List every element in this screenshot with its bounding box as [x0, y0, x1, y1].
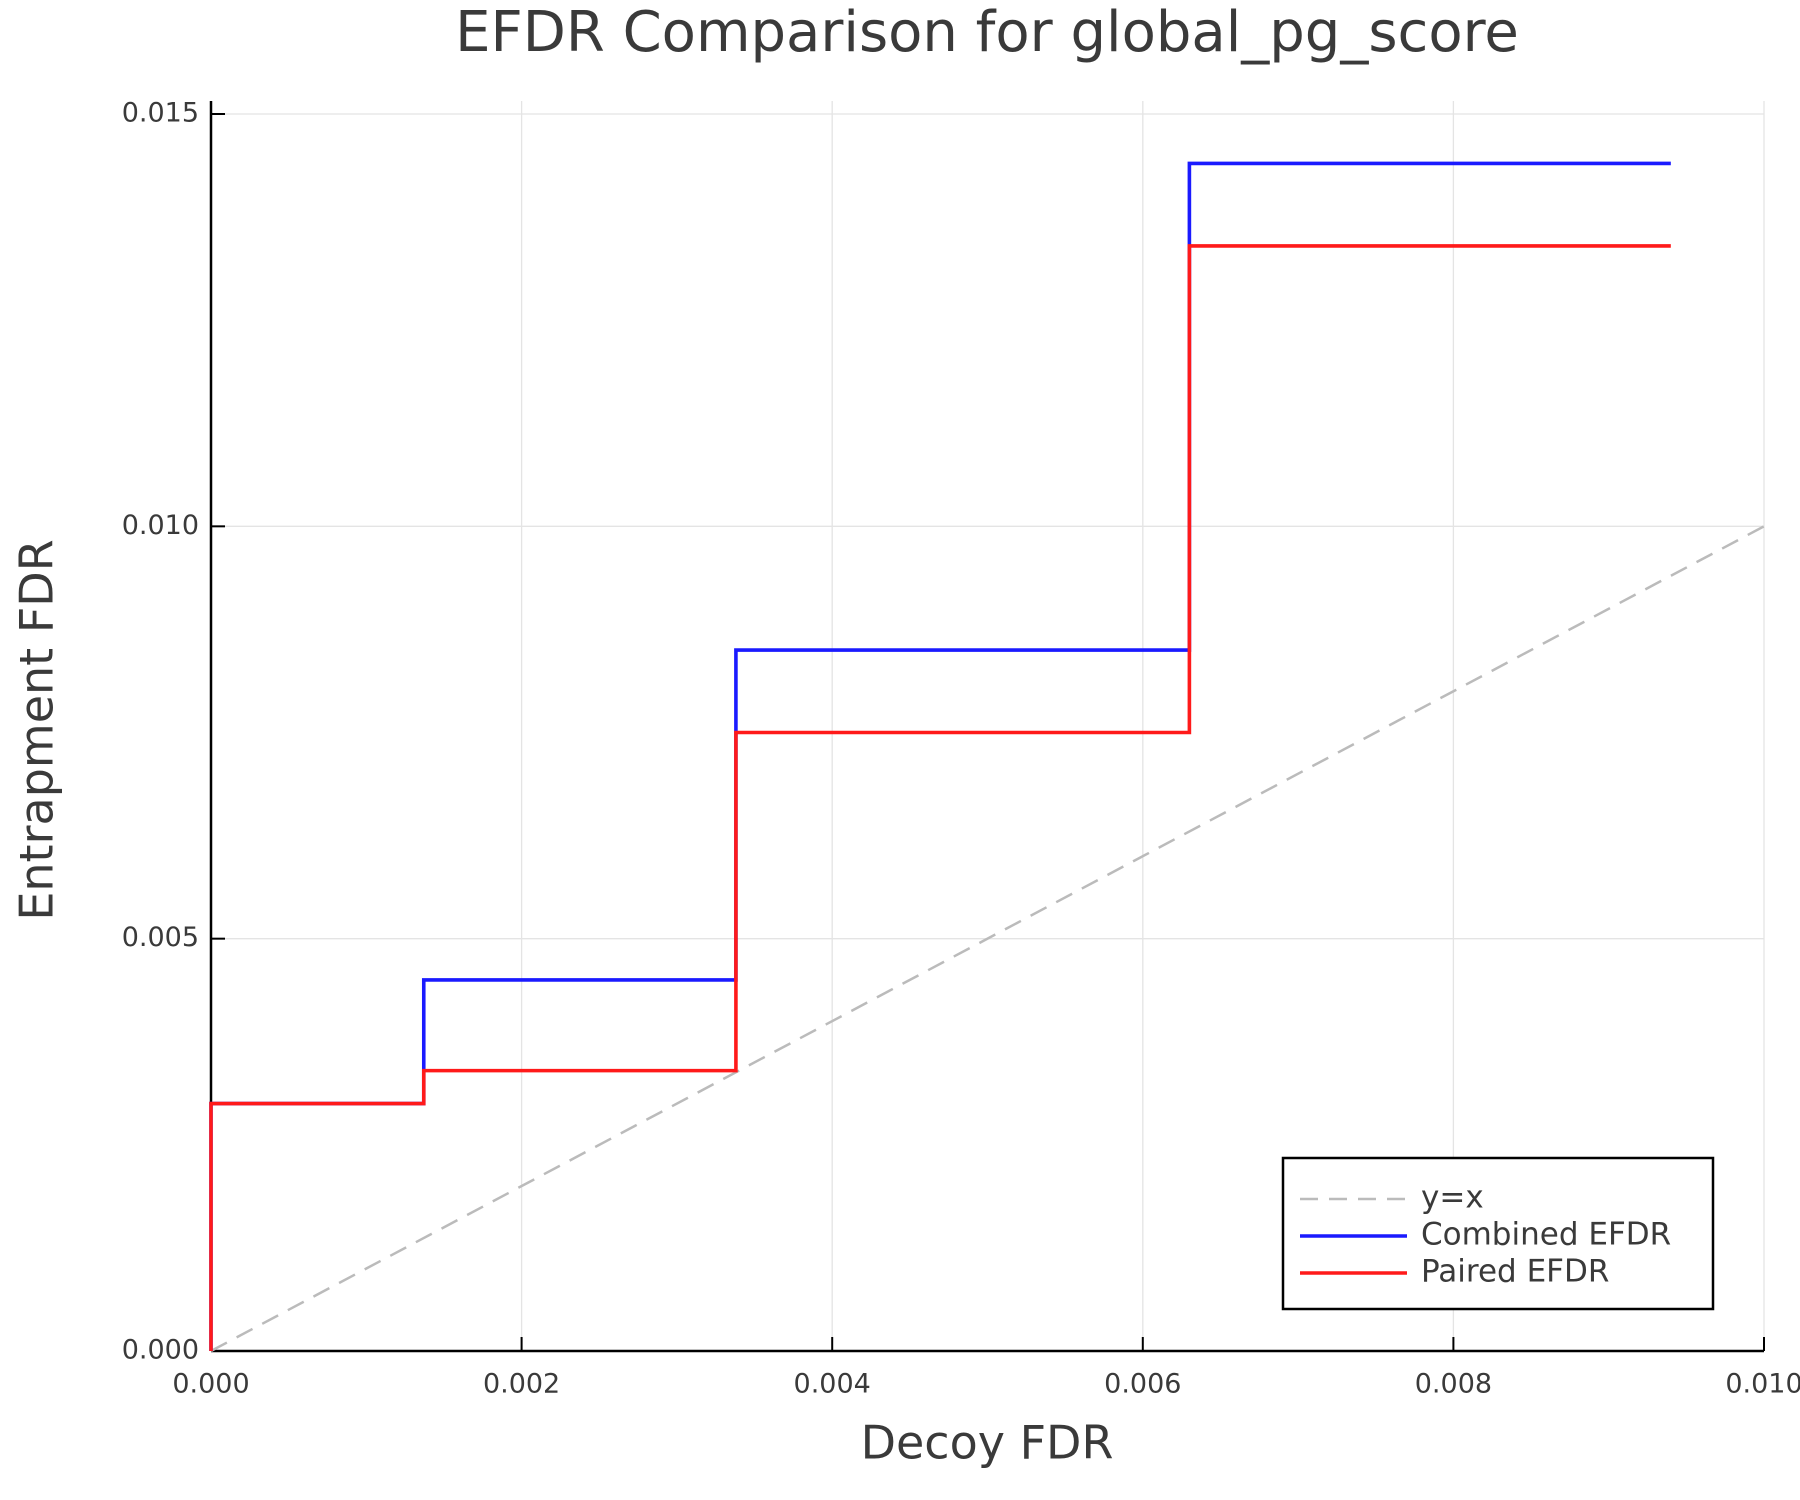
x-tick-label: 0.002	[483, 1369, 560, 1400]
legend-box	[1281, 1156, 1715, 1311]
x-tick-label: 0.004	[794, 1369, 871, 1400]
y-tick-label: 0.015	[122, 98, 199, 129]
x-tick-label: 0.010	[1725, 1369, 1800, 1400]
y-tick-label: 0.000	[122, 1335, 199, 1366]
x-axis-label: Decoy FDR	[861, 1416, 1114, 1470]
x-tick-label: 0.006	[1104, 1369, 1181, 1400]
y-axis-label: Entrapment FDR	[10, 539, 64, 920]
legend-label: y=x	[1421, 1180, 1484, 1216]
series-line	[209, 244, 1671, 1351]
y-tick-label: 0.005	[122, 922, 199, 953]
chart-title: EFDR Comparison for global_pg_score	[455, 0, 1519, 65]
x-tick-label: 0.008	[1415, 1369, 1492, 1400]
legend-label: Combined EFDR	[1421, 1217, 1671, 1253]
x-tick-label: 0.000	[172, 1369, 249, 1400]
legend-label: Paired EFDR	[1421, 1254, 1609, 1290]
y-tick-label: 0.010	[122, 510, 199, 541]
series-line	[210, 525, 1765, 1353]
